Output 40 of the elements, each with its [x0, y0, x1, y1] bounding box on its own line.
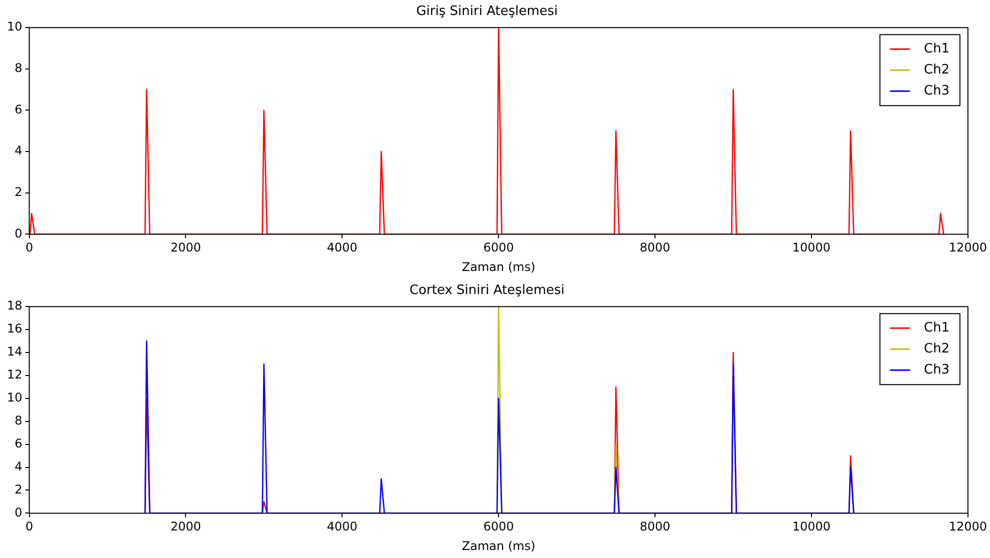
- chart-title: Giriş Siniri Ateşlemesi: [416, 4, 558, 20]
- y-tick-label: 18: [6, 298, 22, 313]
- y-tick-label: 6: [14, 436, 22, 450]
- y-tick-label: 8: [14, 414, 22, 428]
- x-tick-label: 4000: [326, 520, 358, 534]
- x-tick-label: 10000: [792, 520, 831, 534]
- x-tick-label: 2000: [170, 240, 201, 255]
- x-tick-label: 0: [25, 240, 34, 255]
- y-tick-label: 0: [14, 505, 22, 520]
- legend-label: Ch2: [924, 341, 950, 356]
- y-tick-label: 4: [14, 144, 22, 158]
- legend-label: Ch1: [924, 41, 950, 56]
- legend-label: Ch3: [924, 83, 950, 98]
- x-tick-label: 12000: [948, 240, 988, 255]
- y-tick-label: 10: [6, 20, 22, 34]
- y-tick-label: 14: [6, 344, 22, 359]
- y-tick-label: 10: [6, 390, 22, 405]
- x-tick-label: 2000: [170, 520, 201, 534]
- y-tick-label: 2: [14, 185, 22, 200]
- x-tick-label: 6000: [483, 520, 514, 534]
- x-tick-label: 8000: [640, 520, 670, 534]
- x-tick-label: 6000: [483, 240, 514, 255]
- y-tick-label: 6: [14, 102, 22, 116]
- x-tick-label: 10000: [792, 240, 831, 255]
- y-tick-label: 12: [6, 368, 22, 382]
- x-axis-title: Zaman (ms): [462, 538, 536, 553]
- x-tick-label: 0: [25, 520, 34, 534]
- y-tick-label: 2: [14, 482, 22, 496]
- x-tick-label: 4000: [326, 240, 358, 255]
- y-tick-label: 8: [14, 61, 22, 76]
- legend-label: Ch3: [924, 362, 950, 378]
- x-tick-label: 12000: [948, 520, 988, 534]
- y-tick-label: 4: [14, 459, 22, 474]
- y-tick-label: 0: [14, 226, 22, 240]
- x-tick-label: 8000: [640, 240, 670, 255]
- x-axis-title: Zaman (ms): [462, 260, 536, 274]
- y-tick-label: 16: [6, 322, 22, 336]
- chart-title: Cortex Siniri Ateşlemesi: [409, 283, 565, 298]
- legend-label: Ch1: [924, 320, 950, 336]
- legend-label: Ch2: [924, 62, 950, 78]
